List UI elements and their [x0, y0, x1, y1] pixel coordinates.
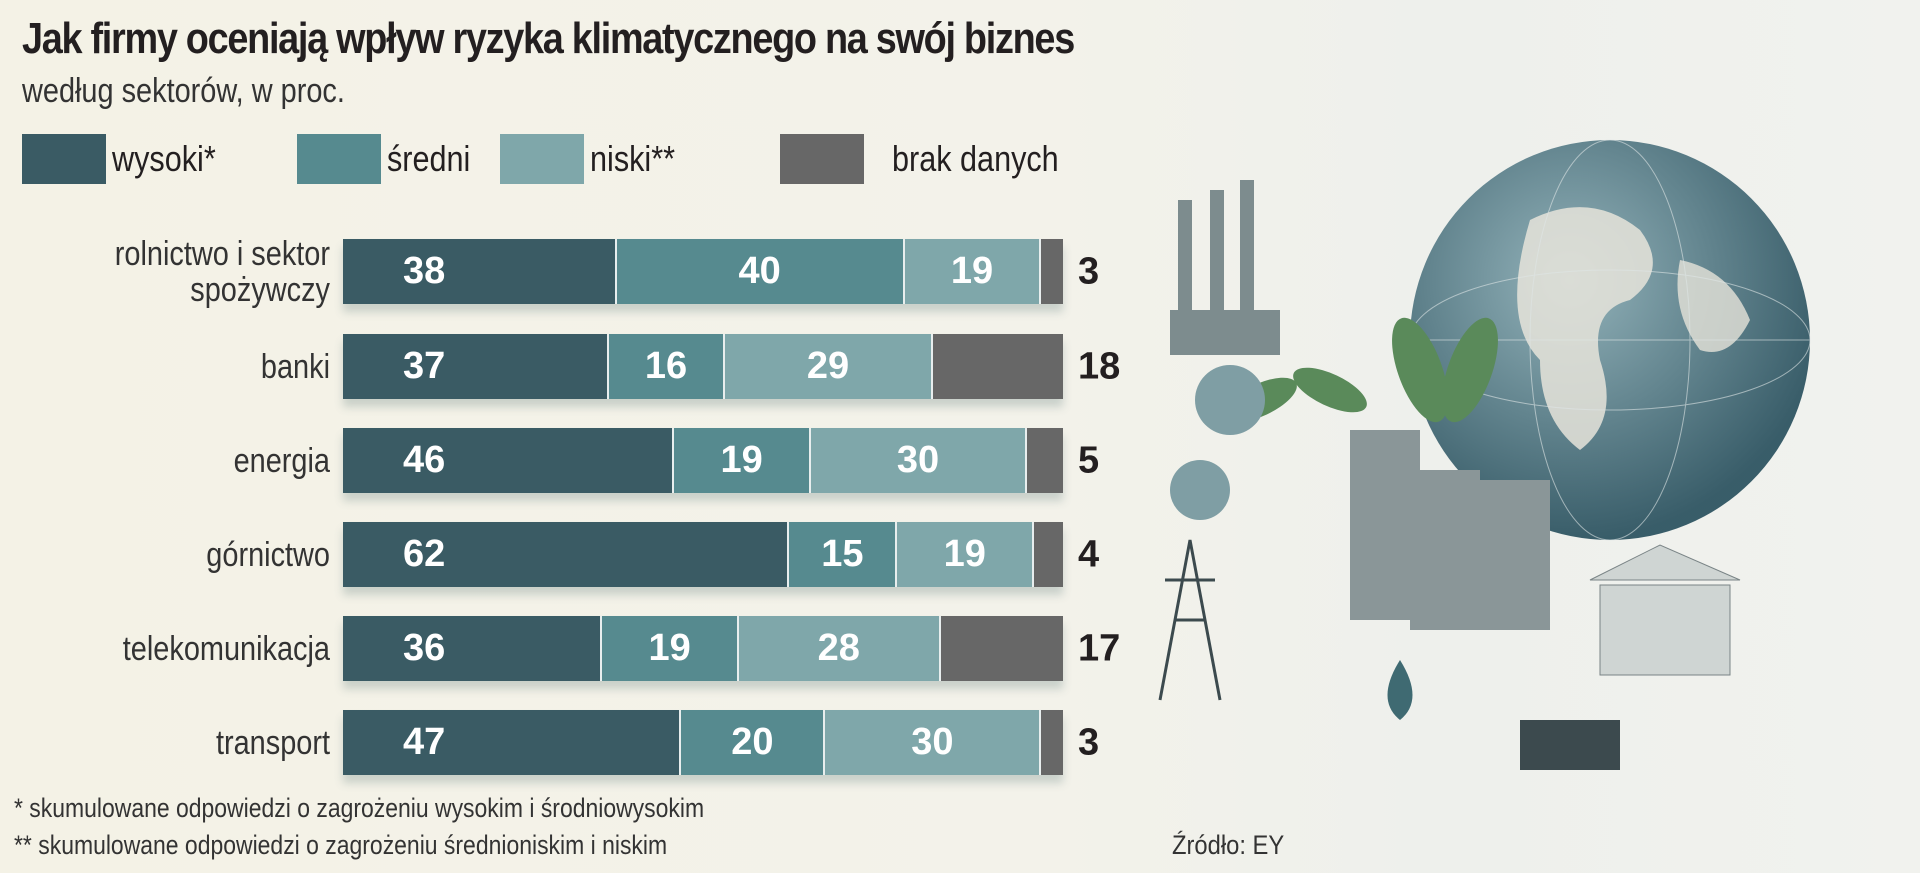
bar-segment: 29 [724, 334, 934, 399]
bar-segment: 37 [343, 334, 610, 399]
bar-segment: 19 [897, 522, 1035, 587]
data-label: 16 [644, 345, 688, 387]
bank-building-icon [1589, 544, 1741, 676]
bar-segment: 46 [343, 428, 675, 493]
bar-segment: 47 [343, 710, 682, 775]
data-label: 47 [403, 721, 446, 763]
data-label: 29 [806, 345, 850, 387]
bar-segment: 16 [609, 334, 725, 399]
legend-item: niski** [500, 133, 690, 185]
bar-segment [1041, 239, 1063, 304]
data-label: 19 [720, 439, 763, 481]
data-label: 30 [896, 439, 940, 481]
bar-row: transport 47 20 30 3 [0, 710, 1140, 775]
legend-swatch [297, 134, 381, 184]
legend-item: wysoki* [22, 133, 234, 185]
bar-segment [1026, 428, 1063, 493]
data-label: 36 [403, 627, 446, 669]
category-label: górnictwo [206, 535, 330, 574]
category-label: banki [260, 347, 330, 386]
stacked-bar: 47 20 30 [343, 710, 1063, 775]
bar-row: banki 37 16 29 18 [0, 334, 1140, 399]
legend-label: średni [387, 138, 471, 179]
data-label-no-data: 3 [1078, 250, 1100, 292]
bar-segment [933, 334, 1063, 399]
bar-segment: 62 [343, 522, 790, 587]
data-label-no-data: 4 [1078, 533, 1100, 575]
legend-label: niski** [590, 138, 676, 179]
data-label: 40 [738, 250, 781, 292]
legend-swatch [22, 134, 106, 184]
stacked-bar: 36 19 28 [343, 616, 1063, 681]
data-label: 62 [403, 533, 446, 575]
legend-item: brak danych [780, 133, 1088, 185]
legend-label: brak danych [892, 138, 1059, 179]
legend-item: średni [297, 133, 485, 185]
stacked-bar: 62 15 19 [343, 522, 1063, 587]
chart-subtitle: według sektorów, w proc. [22, 72, 345, 110]
stacked-bar: 38 40 19 [343, 239, 1063, 304]
data-label: 19 [943, 533, 986, 575]
stacked-bar: 37 16 29 [343, 334, 1063, 399]
data-label: 19 [950, 250, 994, 292]
buildings-icon [1350, 430, 1550, 630]
category-label: rolnictwo i sektor spożywczy [114, 234, 330, 309]
data-label: 38 [403, 250, 446, 292]
bar-segment: 36 [343, 616, 603, 681]
small-globe-icon [1195, 365, 1265, 435]
bar-segment [940, 616, 1063, 681]
category-label: transport [215, 723, 330, 762]
data-label-no-data: 18 [1078, 345, 1121, 387]
legend-swatch [500, 134, 584, 184]
category-label: telekomunikacja [122, 629, 330, 668]
bar-segment: 38 [343, 239, 617, 304]
data-label: 15 [821, 533, 864, 575]
bar-row: energia 46 19 30 5 [0, 428, 1140, 493]
legend-label: wysoki* [112, 138, 216, 179]
data-label: 30 [911, 721, 954, 763]
water-drop-icon [1387, 660, 1413, 720]
stacked-bar: 46 19 30 [343, 428, 1063, 493]
bar-segment: 20 [681, 710, 826, 775]
data-label-no-data: 5 [1078, 439, 1100, 481]
data-label: 28 [817, 627, 860, 669]
chart-title: Jak firmy oceniają wpływ ryzyka klimatyc… [22, 14, 1075, 63]
data-label-no-data: 17 [1078, 627, 1121, 669]
climate-business-illustration [1158, 139, 1811, 770]
bar-segment [1034, 522, 1063, 587]
bar-row: rolnictwo i sektor spożywczy 38 40 19 3 [0, 236, 1140, 308]
bar-segment [1041, 710, 1063, 775]
bar-segment: 30 [825, 710, 1042, 775]
bar-segment: 28 [738, 616, 941, 681]
data-label-no-data: 3 [1078, 721, 1100, 763]
bar-row: telekomunikacja 36 19 28 17 [0, 616, 1140, 681]
bar-segment: 30 [810, 428, 1027, 493]
bar-row: górnictwo 62 15 19 4 [0, 522, 1140, 587]
data-label: 20 [731, 721, 774, 763]
data-label: 19 [648, 627, 691, 669]
data-label: 37 [403, 345, 446, 387]
bar-segment: 15 [789, 522, 898, 587]
factory-icon [1170, 180, 1280, 355]
bar-segment: 40 [616, 239, 905, 304]
small-globe-icon-2 [1170, 460, 1230, 520]
bar-segment: 19 [674, 428, 811, 493]
legend-swatch [780, 134, 864, 184]
footnote-2: ** skumulowane odpowiedzi o zagrożeniu ś… [14, 830, 668, 860]
data-label: 46 [403, 439, 446, 481]
footnote-1: * skumulowane odpowiedzi o zagrożeniu wy… [14, 793, 705, 823]
truck-icon [1520, 720, 1620, 770]
bar-segment: 19 [602, 616, 739, 681]
power-pylon-icon [1158, 539, 1222, 701]
source-note: Źródło: EY [1172, 830, 1285, 860]
bar-segment: 19 [904, 239, 1042, 304]
category-label: energia [233, 441, 330, 480]
